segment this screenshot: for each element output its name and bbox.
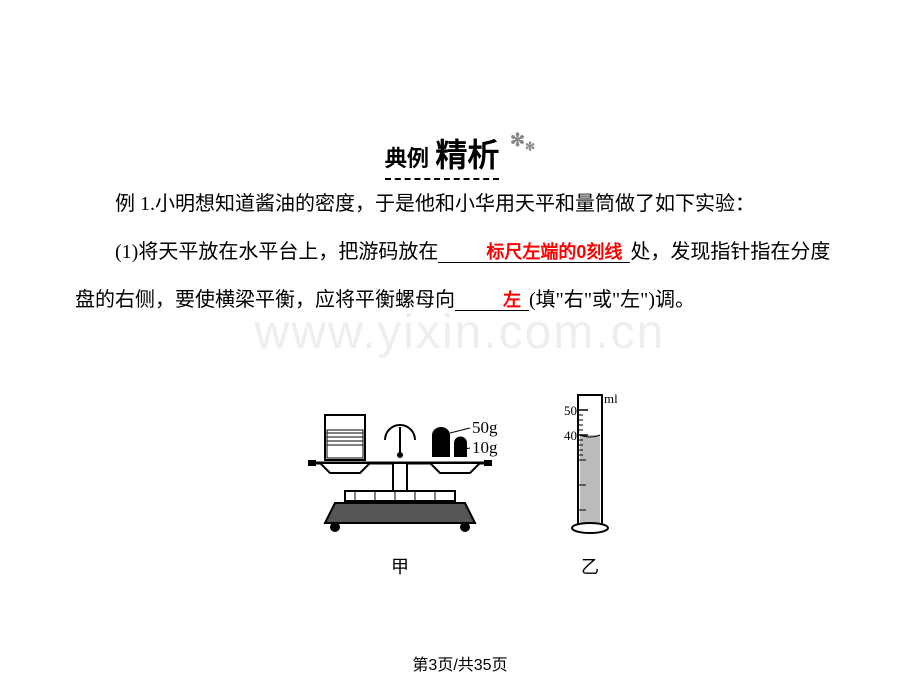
example-intro: 例 1.小明想知道酱油的密度，于是他和小华用天平和量筒做了如下实验： [75, 180, 845, 228]
balance-scale-diagram: 50g 10g 0 5 [300, 385, 500, 579]
diagram-area: 50g 10g 0 5 [0, 385, 920, 579]
balance-label: 甲 [391, 553, 409, 579]
svg-text:50g: 50g [472, 418, 498, 437]
blank-2: 左 [455, 289, 529, 311]
header-main: 精析 [435, 137, 499, 173]
cylinder-icon: ml 50 40 [560, 385, 620, 545]
blank-1: 标尺左端的0刻线 [438, 241, 630, 263]
q1-text-1: (1)将天平放在水平台上，把游码放在 [115, 241, 438, 263]
svg-text:40: 40 [564, 428, 577, 443]
page-footer: 第3页/共35页 [0, 651, 920, 675]
content-area: 例 1.小明想知道酱油的密度，于是他和小华用天平和量筒做了如下实验： (1)将天… [75, 180, 845, 324]
svg-text:10g: 10g [472, 438, 498, 457]
q1-text-3: (填"右"或"左")调。 [529, 289, 695, 311]
section-header: 典例 精析 ✻✻ [0, 130, 920, 180]
svg-text:50: 50 [564, 403, 577, 418]
header-prefix: 典例 [385, 146, 429, 171]
flower-icon: ✻✻ [510, 130, 535, 155]
balance-scale-icon: 50g 10g 0 5 [300, 385, 500, 545]
question-1: (1)将天平放在水平台上，把游码放在标尺左端的0刻线处，发现指针指在分度盘的右侧… [75, 228, 845, 324]
svg-text:ml: ml [604, 391, 618, 406]
cylinder-label: 乙 [581, 553, 599, 579]
graduated-cylinder-diagram: ml 50 40 乙 [560, 385, 620, 579]
